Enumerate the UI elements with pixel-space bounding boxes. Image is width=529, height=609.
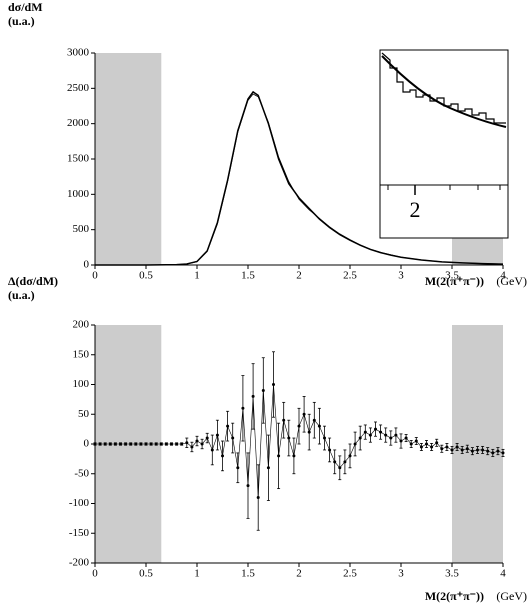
y-tick-label: 100 <box>73 378 90 390</box>
x-tick-label: 2.5 <box>343 568 357 580</box>
x-axis-unit: (GeV) <box>496 274 527 288</box>
y-axis-unit: (u.a.) <box>8 288 35 302</box>
y-axis-unit: (u.a.) <box>8 14 35 28</box>
y-axis-title: dσ/dM <box>8 0 43 14</box>
y-tick-label: 1500 <box>67 153 90 165</box>
y-axis-title: Δ(dσ/dM) <box>8 274 58 288</box>
x-tick-label: 1.5 <box>241 270 255 282</box>
x-tick-label: 1 <box>194 270 200 282</box>
x-tick-label: 3.5 <box>445 270 459 282</box>
y-tick-label: 0 <box>84 259 90 271</box>
x-tick-label: 1 <box>194 568 200 580</box>
y-tick-label: 1000 <box>67 188 90 200</box>
x-axis-title: M(2(π⁺π⁻)) <box>425 274 484 288</box>
y-tick-label: 3000 <box>67 47 90 59</box>
y-tick-label: 50 <box>78 408 90 420</box>
y-tick-label: -150 <box>69 527 90 539</box>
y-tick-label: 150 <box>73 348 90 360</box>
x-tick-label: 0.5 <box>139 270 153 282</box>
inset-tick-label: 2 <box>410 197 421 222</box>
x-tick-label: 4 <box>500 568 506 580</box>
excluded-region <box>95 53 162 265</box>
x-tick-label: 3 <box>398 270 404 282</box>
x-axis-title: M(2(π⁺π⁻)) <box>425 589 484 603</box>
y-tick-label: -200 <box>69 557 90 569</box>
inset-frame <box>379 49 509 239</box>
y-tick-label: 2500 <box>67 82 90 94</box>
x-tick-label: 2 <box>296 568 302 580</box>
x-tick-label: 0.5 <box>139 568 153 580</box>
inset-fit <box>381 55 507 128</box>
connecting-line <box>95 384 504 498</box>
y-tick-label: 0 <box>84 438 90 450</box>
y-tick-label: 2000 <box>67 117 90 129</box>
x-tick-label: 3.5 <box>445 568 459 580</box>
x-tick-label: 0 <box>92 568 98 580</box>
x-tick-label: 1.5 <box>241 568 255 580</box>
x-tick-label: 2 <box>296 270 302 282</box>
inset-histogram <box>381 52 506 124</box>
y-tick-label: -50 <box>74 467 89 479</box>
y-tick-label: -100 <box>69 497 90 509</box>
y-tick-label: 500 <box>73 223 90 235</box>
y-tick-label: 200 <box>73 319 90 331</box>
excluded-region <box>452 325 503 563</box>
data-line <box>95 93 504 266</box>
x-tick-label: 2.5 <box>343 270 357 282</box>
x-axis-unit: (GeV) <box>496 589 527 603</box>
x-tick-label: 0 <box>92 270 98 282</box>
x-tick-label: 3 <box>398 568 404 580</box>
x-tick-label: 4 <box>500 270 506 282</box>
